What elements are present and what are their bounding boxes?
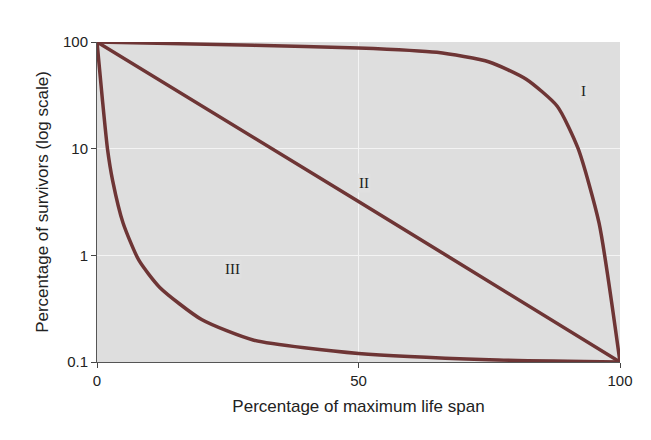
svg-text:0.1: 0.1 [67,353,88,370]
svg-text:0: 0 [93,372,101,389]
svg-text:Percentage of survivors (log s: Percentage of survivors (log scale) [33,71,52,333]
svg-text:Percentage of maximum life spa: Percentage of maximum life span [232,397,484,416]
svg-text:100: 100 [607,372,632,389]
svg-text:II: II [359,175,369,191]
svg-text:1: 1 [80,247,88,264]
svg-text:III: III [225,261,240,277]
svg-text:50: 50 [350,372,367,389]
svg-text:100: 100 [63,33,88,50]
svg-text:10: 10 [71,140,88,157]
svg-text:I: I [581,83,586,99]
